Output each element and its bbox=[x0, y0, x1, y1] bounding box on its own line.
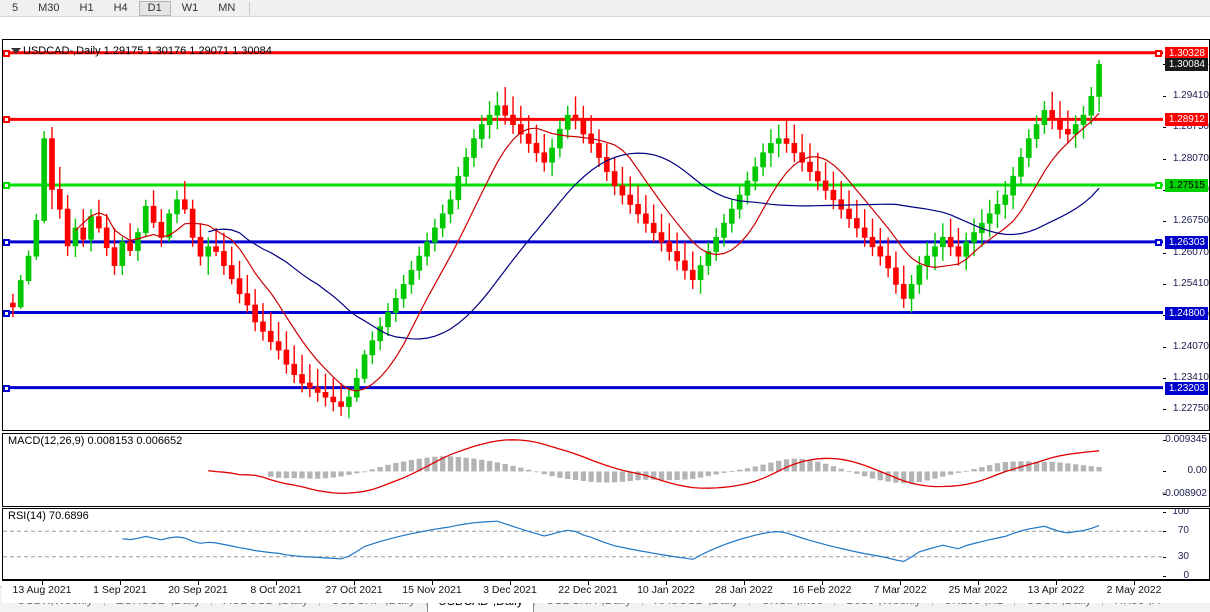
level-handle[interactable] bbox=[3, 49, 10, 57]
date-tick-label: 8 Oct 2021 bbox=[250, 584, 302, 596]
timeframe-toolbar[interactable]: 5 M30 H1 H4 D1 W1 MN bbox=[0, 0, 1210, 17]
timeframe-button-w1[interactable]: W1 bbox=[181, 1, 199, 14]
level-handle[interactable] bbox=[3, 309, 10, 317]
level-handle-right[interactable] bbox=[1155, 49, 1162, 57]
macd-canvas bbox=[208, 439, 1102, 495]
date-tick-mark bbox=[276, 581, 277, 585]
date-tick-mark bbox=[510, 581, 511, 585]
date-tick-mark bbox=[900, 581, 901, 585]
toolbar-divider bbox=[249, 1, 251, 15]
date-tick-label: 7 Mar 2022 bbox=[873, 584, 927, 596]
date-tick-label: 16 Feb 2022 bbox=[792, 584, 852, 596]
timeframe-button-mn[interactable]: MN bbox=[218, 1, 236, 14]
date-tick-label: 28 Jan 2022 bbox=[715, 584, 773, 596]
price-chart-panel[interactable]: USDCAD-,Daily 1.29175 1.30176 1.29071 1.… bbox=[2, 39, 1210, 431]
rsi-legend: RSI(14) 70.6896 bbox=[8, 510, 89, 522]
date-tick-mark bbox=[42, 581, 43, 585]
date-tick-label: 13 Apr 2022 bbox=[1027, 584, 1085, 596]
date-tick-label: 10 Jan 2022 bbox=[637, 584, 695, 596]
date-tick-mark bbox=[666, 581, 667, 585]
macd-legend: MACD(12,26,9) 0.008153 0.006652 bbox=[8, 435, 183, 447]
date-axis[interactable]: 13 Aug 2021 1 Sep 2021 20 Sep 2021 8 Oct 20… bbox=[2, 580, 1210, 603]
timeframe-button-h1[interactable]: H1 bbox=[79, 1, 94, 14]
date-tick-mark bbox=[120, 581, 121, 585]
price-chart-canvas bbox=[3, 51, 1163, 419]
date-tick-label: 25 Mar 2022 bbox=[948, 584, 1008, 596]
date-tick-mark bbox=[1134, 581, 1135, 585]
date-tick-mark bbox=[1056, 581, 1057, 585]
date-tick-mark bbox=[822, 581, 823, 585]
timeframe-button-d1[interactable]: D1 bbox=[138, 0, 171, 16]
timeframe-button-h4[interactable]: H4 bbox=[113, 1, 128, 14]
date-tick-mark bbox=[198, 581, 199, 585]
macd-panel[interactable]: MACD(12,26,9) 0.008153 0.006652 0.009345… bbox=[2, 433, 1210, 507]
date-tick-label: 2 May 2022 bbox=[1106, 584, 1162, 596]
level-handle[interactable] bbox=[3, 116, 10, 124]
timeframe-button-m5[interactable]: 5 bbox=[12, 1, 19, 14]
level-handle[interactable] bbox=[3, 384, 10, 392]
rsi-panel[interactable]: RSI(14) 70.6896 100 70 30 0 bbox=[2, 508, 1210, 580]
rsi-canvas bbox=[3, 520, 1163, 563]
legend-collapse-icon[interactable] bbox=[11, 48, 21, 54]
date-tick-label: 27 Oct 2021 bbox=[325, 584, 383, 596]
level-handle-right[interactable] bbox=[1155, 181, 1162, 189]
date-tick-mark bbox=[744, 581, 745, 585]
date-tick-label: 15 Nov 2021 bbox=[402, 584, 462, 596]
date-tick-mark bbox=[432, 581, 433, 585]
date-tick-mark bbox=[978, 581, 979, 585]
chart-workspace[interactable]: USDCAD-,Daily 1.29175 1.30176 1.29071 1.… bbox=[0, 17, 1210, 603]
timeframe-button-m30[interactable]: M30 bbox=[38, 1, 60, 14]
date-tick-mark bbox=[588, 581, 589, 585]
date-tick-label: 20 Sep 2021 bbox=[168, 584, 228, 596]
date-tick-label: 1 Sep 2021 bbox=[93, 584, 147, 596]
level-handle[interactable] bbox=[3, 238, 10, 246]
date-tick-mark bbox=[354, 581, 355, 585]
date-tick-label: 3 Dec 2021 bbox=[483, 584, 537, 596]
date-tick-label: 22 Dec 2021 bbox=[558, 584, 618, 596]
date-tick-label: 13 Aug 2021 bbox=[12, 584, 72, 596]
price-chart-legend: USDCAD-,Daily 1.29175 1.30176 1.29071 1.… bbox=[23, 45, 272, 57]
level-handle[interactable] bbox=[3, 181, 10, 189]
level-handle-right[interactable] bbox=[1155, 238, 1162, 246]
